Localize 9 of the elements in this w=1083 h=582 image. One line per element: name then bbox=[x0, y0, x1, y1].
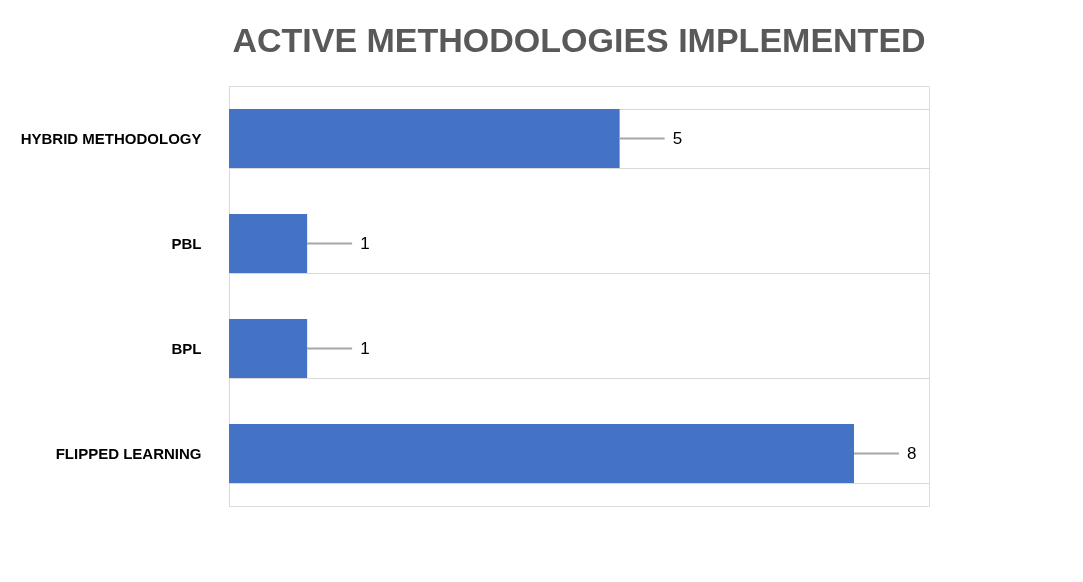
chart-title: ACTIVE METHODOLOGIES IMPLEMENTED bbox=[232, 21, 926, 59]
y-tick-label: FLIPPED LEARNING bbox=[55, 445, 202, 462]
y-tick-label: PBL bbox=[171, 235, 202, 252]
y-tick-label: BPL bbox=[171, 340, 202, 357]
data-label: 5 bbox=[672, 128, 683, 148]
y-tick-label: HYBRID METHODOLOGY bbox=[20, 130, 202, 147]
data-label: 1 bbox=[360, 338, 370, 358]
data-label: 1 bbox=[360, 233, 370, 253]
data-label: 8 bbox=[907, 443, 917, 463]
